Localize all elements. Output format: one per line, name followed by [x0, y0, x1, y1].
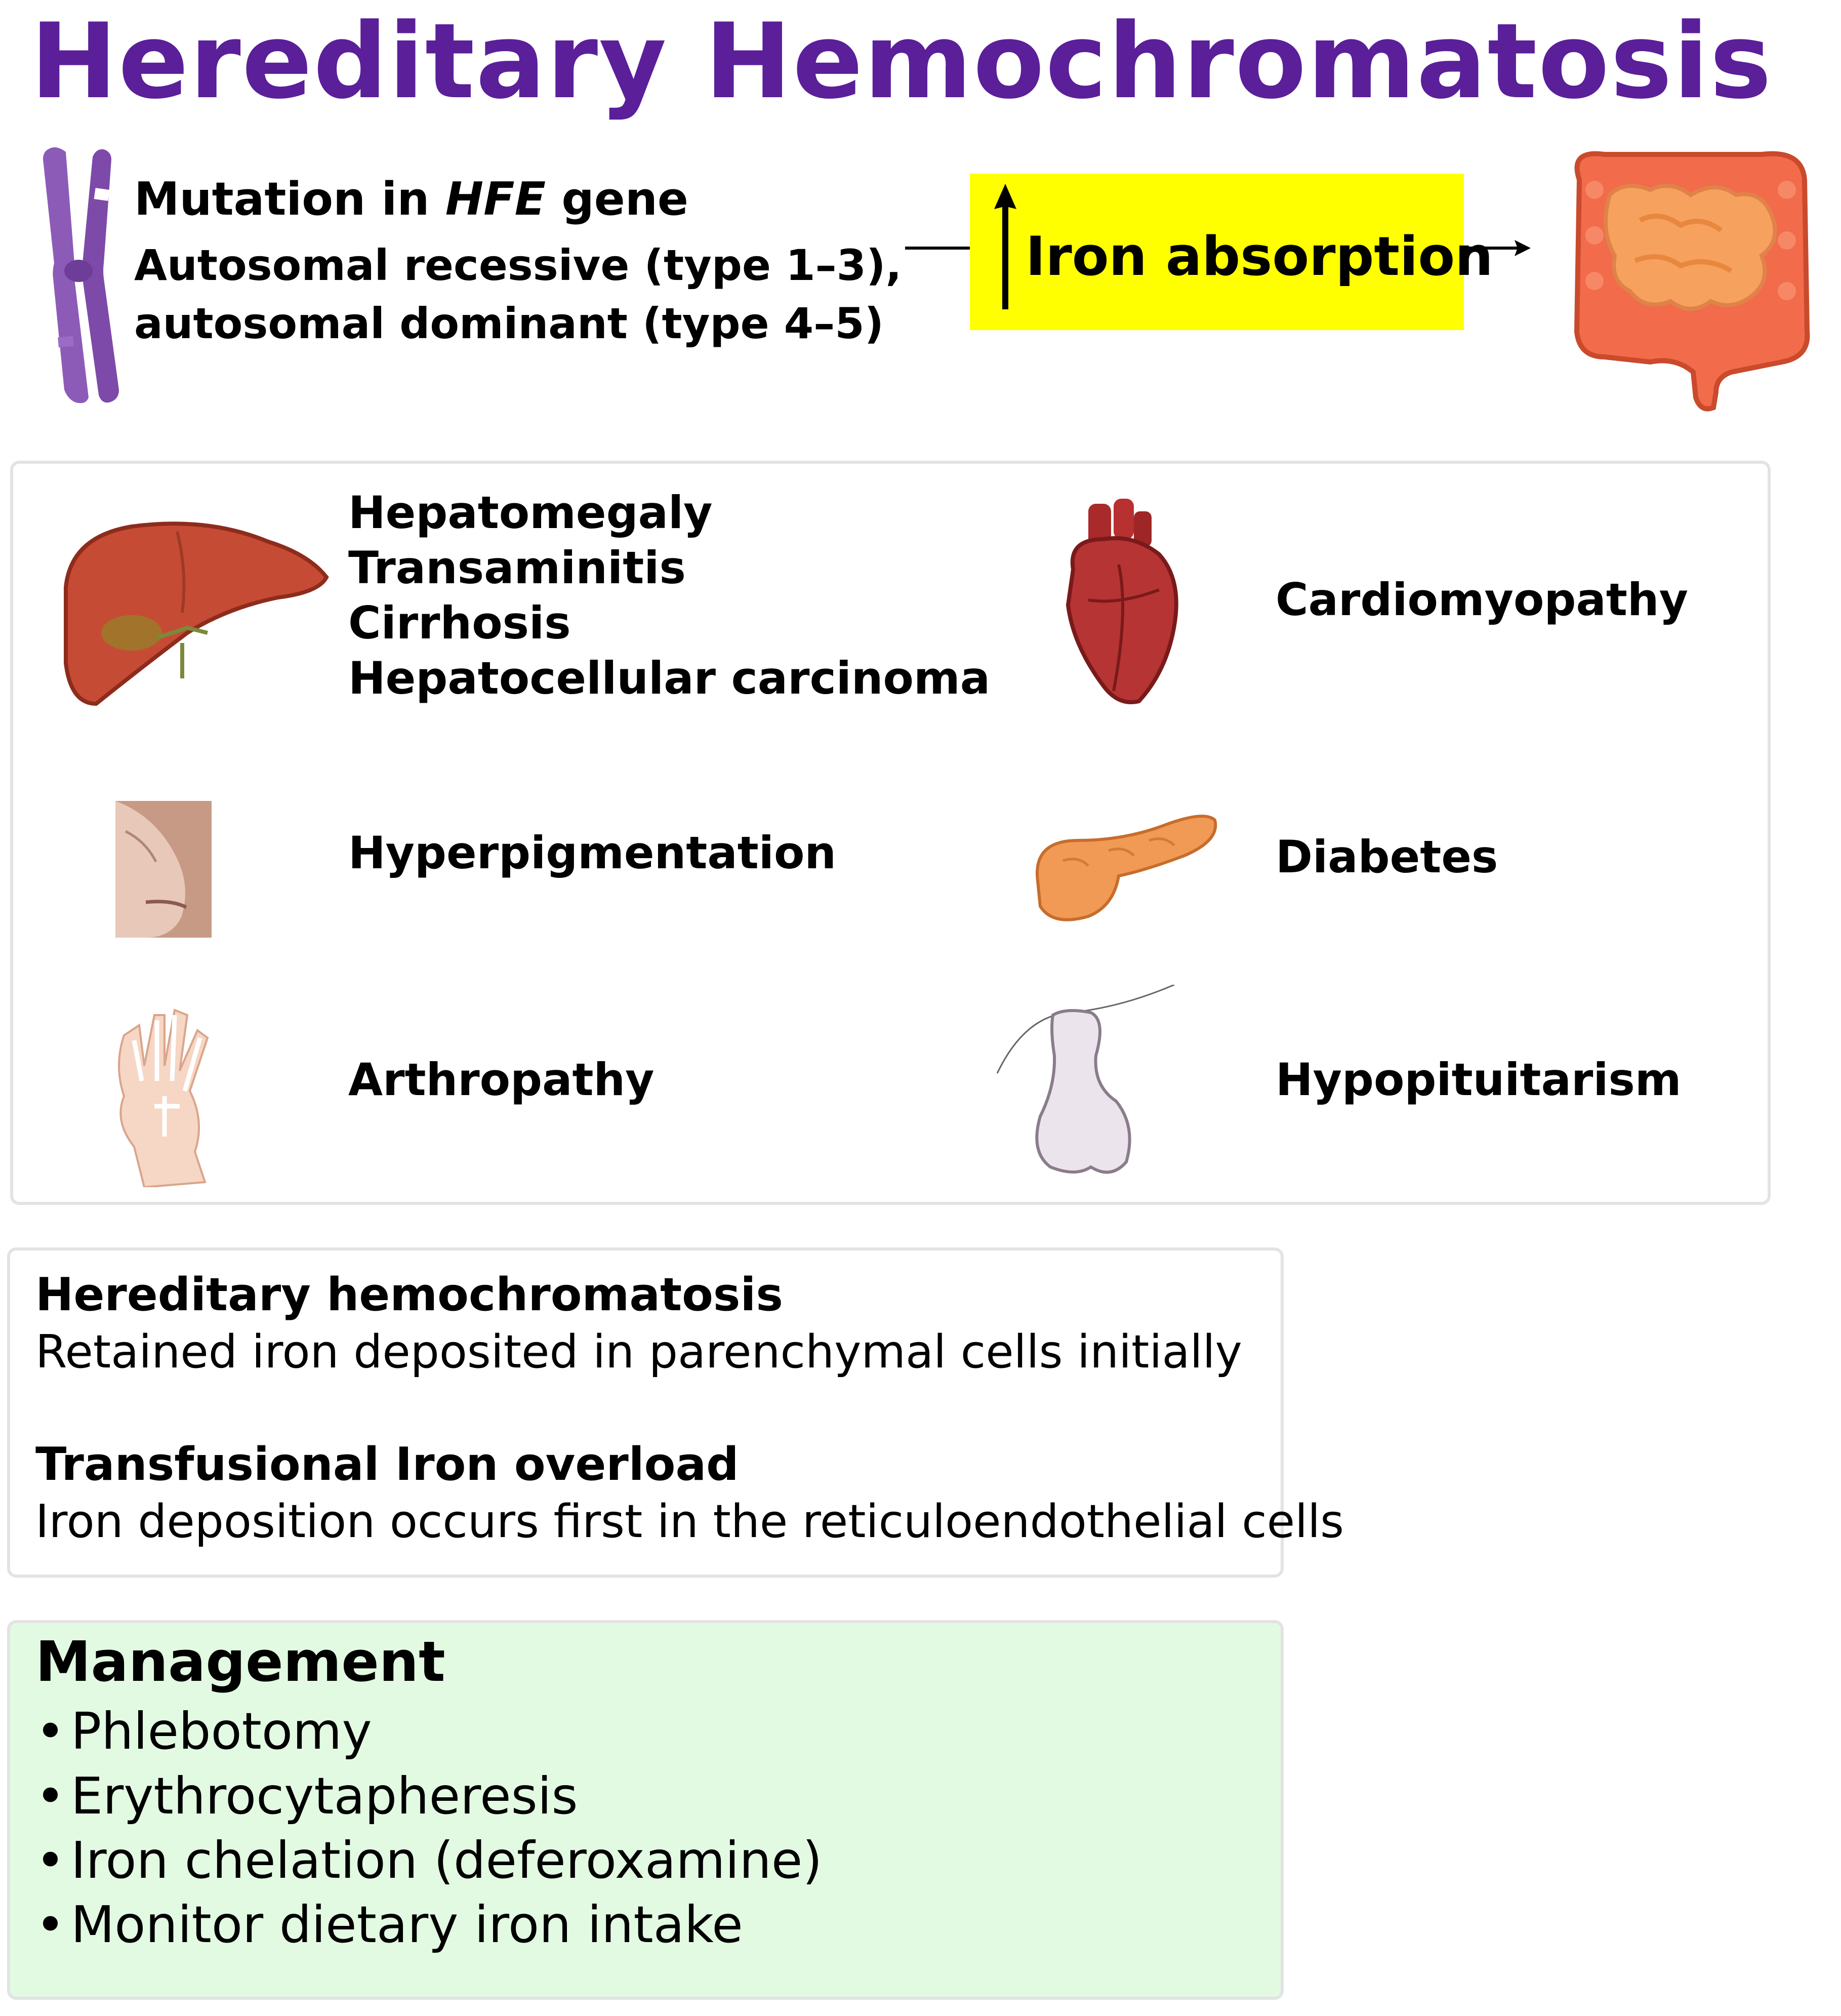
comparison-text-hereditary: Retained iron deposited in parenchymal c… — [35, 1325, 1242, 1379]
skin-icon — [115, 801, 212, 938]
page-title: Hereditary Hemochromatosis — [30, 2, 1773, 122]
symptom-cirrhosis: Cirrhosis — [348, 597, 571, 650]
liver-icon — [64, 521, 329, 706]
hand-skeleton-icon — [118, 1009, 209, 1187]
up-arrow-icon — [994, 184, 1016, 309]
pancreas-icon — [1036, 815, 1217, 921]
bullet: • — [35, 1831, 65, 1890]
mutation-prefix: Mutation in — [134, 173, 445, 226]
symptom-cardiomyopathy: Cardiomyopathy — [1276, 574, 1688, 626]
bullet: • — [35, 1895, 65, 1954]
inheritance-line-1: Autosomal recessive (type 1–3), — [134, 240, 902, 290]
management-item-label: Phlebotomy — [71, 1702, 372, 1761]
symptom-hepatocellular-carcinoma: Hepatocellular carcinoma — [348, 652, 991, 705]
management-title: Management — [35, 1629, 445, 1694]
symptom-transaminitis: Transaminitis — [348, 542, 686, 594]
management-item-label: Erythrocytapheresis — [71, 1766, 578, 1826]
iron-absorption-label: Iron absorption — [1026, 225, 1493, 288]
mutation-text: Mutation in HFE gene — [134, 172, 688, 227]
management-item-label: Monitor dietary iron intake — [71, 1895, 743, 1954]
iron-absorption-box: Iron absorption — [970, 174, 1493, 330]
manifestations-panel — [10, 461, 1771, 1205]
liver-symptoms: Hepatomegaly Transaminitis Cirrhosis Hep… — [348, 485, 990, 706]
comparison-heading-transfusional: Transfusional Iron overload — [35, 1438, 739, 1491]
management-item: • Phlebotomy — [35, 1706, 372, 1757]
symptom-hepatomegaly: Hepatomegaly — [348, 487, 713, 539]
pituitary-icon — [996, 985, 1175, 1174]
management-panel — [7, 1620, 1284, 2000]
management-item: • Erythrocytapheresis — [35, 1771, 578, 1822]
bullet: • — [35, 1702, 65, 1761]
symptom-arthropathy: Arthropathy — [348, 1054, 654, 1106]
symptom-hyperpigmentation: Hyperpigmentation — [348, 827, 837, 879]
comparison-panel — [7, 1247, 1284, 1578]
comparison-heading-hereditary: Hereditary hemochromatosis — [35, 1268, 783, 1321]
bullet: • — [35, 1766, 65, 1826]
symptom-hypopituitarism: Hypopituitarism — [1276, 1054, 1682, 1106]
gene-name: HFE — [445, 173, 546, 226]
chromosome-icon — [43, 147, 119, 404]
mutation-suffix: gene — [546, 173, 688, 226]
inheritance-line-2: autosomal dominant (type 4–5) — [134, 299, 884, 348]
management-item-label: Iron chelation (deferoxamine) — [71, 1831, 823, 1890]
arrow-line-left — [905, 247, 970, 250]
heart-icon — [1066, 499, 1178, 704]
management-item: • Monitor dietary iron intake — [35, 1900, 743, 1950]
management-item: • Iron chelation (deferoxamine) — [35, 1835, 822, 1886]
symptom-diabetes: Diabetes — [1276, 831, 1498, 883]
comparison-text-transfusional: Iron deposition occurs first in the reti… — [35, 1495, 1344, 1548]
right-arrow-icon — [1464, 240, 1531, 256]
intestine-icon — [1574, 151, 1810, 412]
